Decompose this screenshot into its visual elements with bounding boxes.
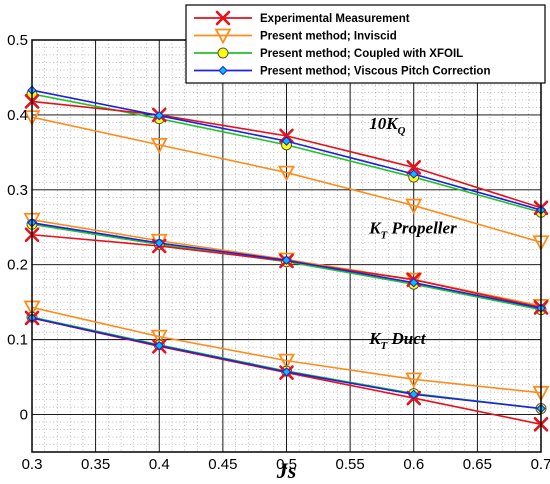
diamond-marker <box>409 389 419 400</box>
x-tick-label: 0.5 <box>276 456 297 473</box>
group-label-main: K <box>368 329 382 348</box>
diamond-marker <box>154 238 164 248</box>
group-label-subscript: T <box>381 229 389 241</box>
y-tick-label: 0.1 <box>7 332 28 349</box>
legend-entry: Present method; Inviscid <box>194 28 397 45</box>
group-label-main: K <box>368 218 382 237</box>
legend-entry: Experimental Measurement <box>194 10 410 26</box>
y-tick-label: 0.2 <box>7 257 28 274</box>
x-tick-label: 0.3 <box>22 456 43 473</box>
diamond-marker <box>218 65 228 76</box>
series-line <box>31 116 542 244</box>
x-marker-stroke <box>406 160 422 175</box>
legend-label: Present method; Coupled with XFOIL <box>260 48 463 60</box>
diamond-marker <box>281 367 292 377</box>
x-tick-label: 0.45 <box>208 456 237 473</box>
legend-label: Present method; Viscous Pitch Correction <box>260 66 490 78</box>
group-label-rest: Duct <box>387 329 427 348</box>
triangle-marker <box>405 198 423 215</box>
group-label: KT Propeller <box>368 218 457 241</box>
x-marker-stroke <box>215 10 231 26</box>
diamond-marker <box>281 255 292 265</box>
x-tick-label: 0.6 <box>403 456 424 473</box>
series-group-0 <box>23 85 550 252</box>
legend-entry: Present method; Viscous Pitch Correction <box>194 66 490 78</box>
group-label-subscript: T <box>381 340 389 352</box>
triangle-marker <box>150 329 168 346</box>
x-tick-label: 0.4 <box>149 456 170 473</box>
legend-label: Experimental Measurement <box>260 13 410 25</box>
legend-label: Present method; Inviscid <box>260 31 397 43</box>
diamond-marker <box>409 277 419 288</box>
y-tick-label: 0.4 <box>7 107 28 124</box>
legend: Experimental Measurement Present method; … <box>185 4 546 84</box>
triangle-marker <box>214 28 232 45</box>
y-tick-label: 0 <box>20 407 28 424</box>
triangle-marker <box>277 353 296 370</box>
group-label-rest: Propeller <box>387 218 457 237</box>
y-tick-label: 0.3 <box>7 182 28 199</box>
x-tick-label: 0.35 <box>81 456 110 473</box>
triangle-marker <box>405 372 423 389</box>
diamond-marker <box>154 340 164 351</box>
x-marker <box>406 160 422 175</box>
y-tick-labels: 0 0.1 0.2 0.3 0.4 0.5 <box>7 32 28 424</box>
group-label-subscript: Q <box>398 125 406 137</box>
series-group-2 <box>23 300 550 432</box>
diamond-marker <box>409 169 419 179</box>
x-axis-label: Js <box>276 458 297 483</box>
diamond-marker <box>281 136 292 146</box>
diamond-marker <box>154 110 164 121</box>
series-line <box>31 306 542 394</box>
x-tick-labels: 0.3 0.35 0.4 0.45 0.5 0.55 0.6 0.65 0.7 <box>22 456 550 473</box>
group-label: 10KQ <box>369 114 405 137</box>
x-tick-label: 0.65 <box>463 456 492 473</box>
group-label: KT Duct <box>368 329 427 352</box>
group-label-main: 10K <box>369 114 399 133</box>
x-tick-label: 0.7 <box>531 456 550 473</box>
triangle-marker <box>150 137 168 154</box>
legend-entry: Present method; Coupled with XFOIL <box>194 47 463 60</box>
x-tick-label: 0.55 <box>336 456 365 473</box>
y-tick-label: 0.5 <box>7 32 28 49</box>
triangle-marker <box>277 165 296 182</box>
x-marker <box>215 10 231 26</box>
circle-marker <box>217 47 229 59</box>
